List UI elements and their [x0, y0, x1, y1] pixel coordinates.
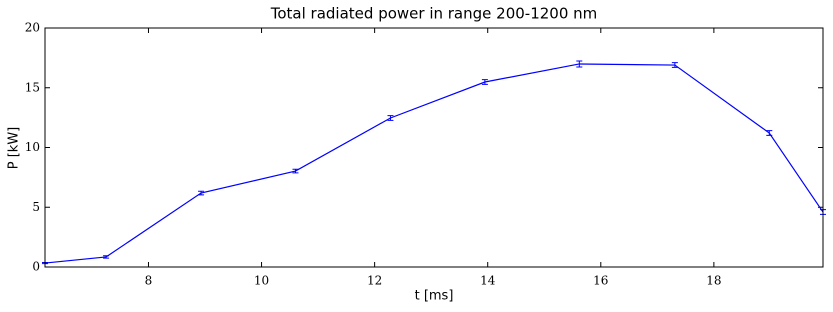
x-tick-label: 8 — [145, 274, 153, 288]
error-bar — [481, 79, 488, 85]
error-bar — [103, 255, 110, 259]
x-tick-label: 16 — [593, 274, 608, 288]
x-tick-label: 10 — [254, 274, 269, 288]
y-tick-label: 20 — [25, 21, 40, 35]
x-tick-label: 12 — [367, 274, 382, 288]
y-tick-label: 0 — [32, 260, 40, 274]
error-bar — [576, 60, 583, 68]
error-bar — [671, 62, 678, 68]
y-tick-label: 10 — [25, 140, 40, 154]
x-axis-label: t [ms] — [415, 289, 454, 304]
error-bar — [198, 190, 205, 196]
y-tick-label: 5 — [32, 200, 40, 214]
x-tick-label: 18 — [706, 274, 721, 288]
y-axis-label: P [kW] — [7, 127, 22, 170]
error-bar — [292, 168, 299, 174]
plot-frame — [44, 27, 824, 268]
error-bar — [766, 130, 773, 136]
error-bar — [387, 115, 394, 121]
y-tick-label: 15 — [25, 80, 40, 94]
x-tick-label: 14 — [480, 274, 496, 288]
data-line — [44, 63, 824, 264]
chart-title: Total radiated power in range 200-1200 n… — [270, 5, 598, 23]
